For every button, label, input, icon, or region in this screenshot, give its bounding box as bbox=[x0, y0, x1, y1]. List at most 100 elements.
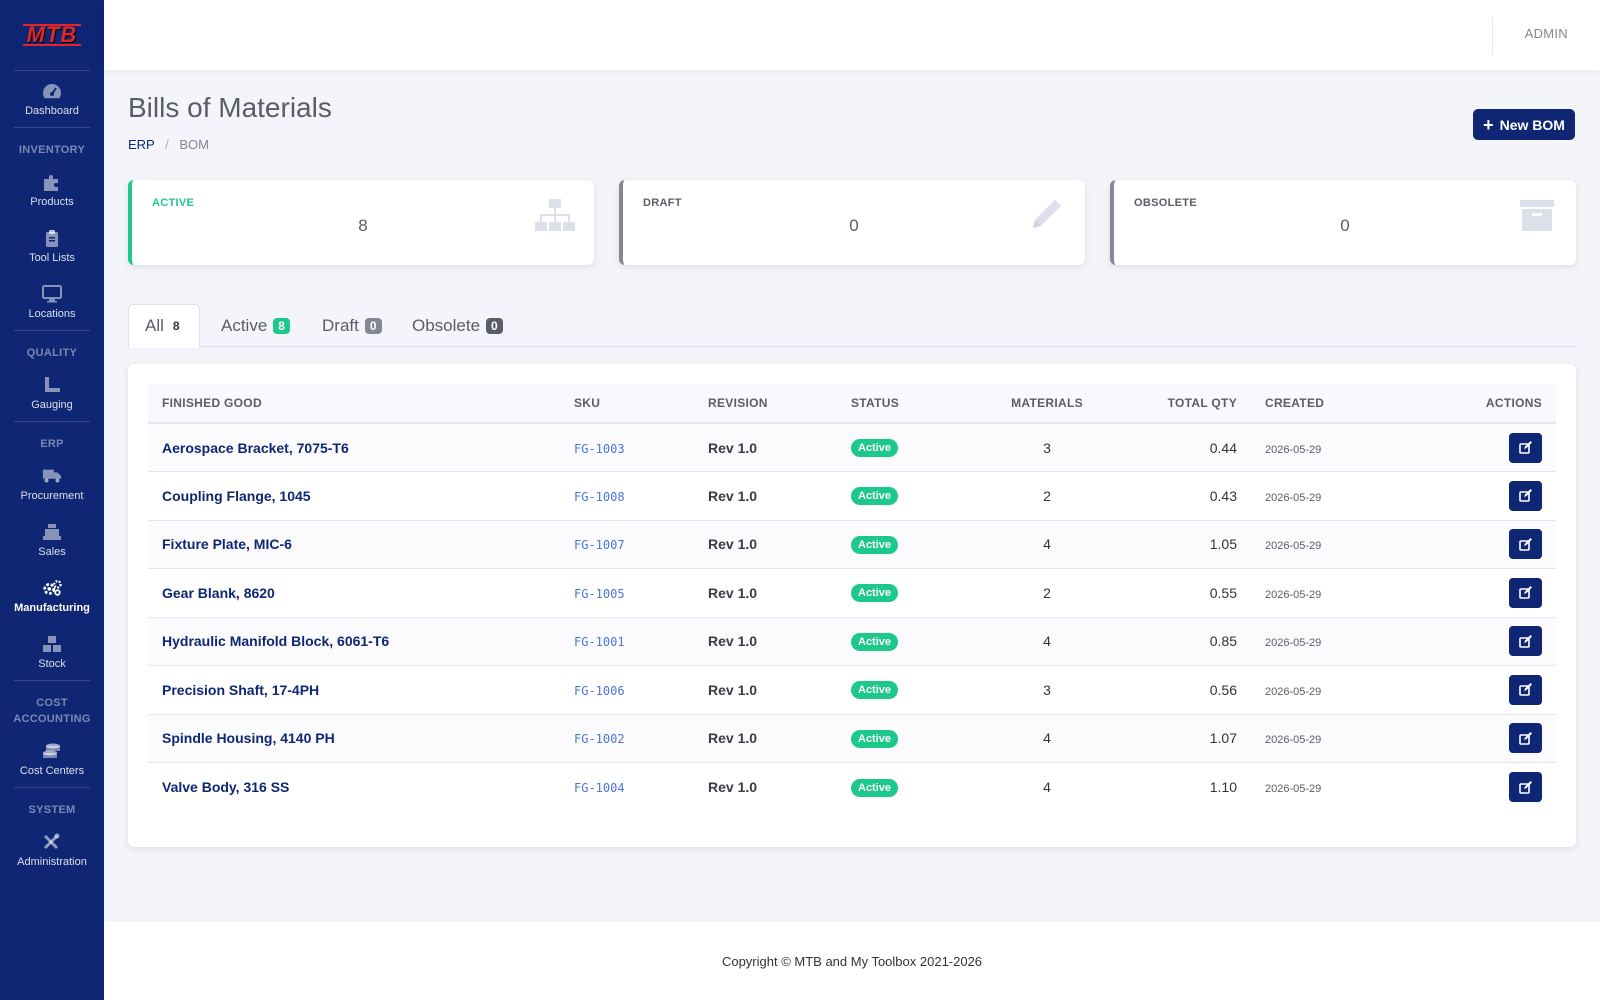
table-row: Coupling Flange, 1045 FG-1008 Rev 1.0 Activ… bbox=[148, 471, 1556, 521]
edit-button[interactable] bbox=[1509, 674, 1542, 705]
tab-all[interactable]: All 8 bbox=[128, 304, 200, 348]
revision-cell: Rev 1.0 bbox=[708, 779, 758, 795]
sku-cell: FG-1001 bbox=[574, 635, 625, 650]
sidebar-item-manufacturing[interactable]: Manufacturing bbox=[0, 568, 104, 624]
edit-button[interactable] bbox=[1509, 480, 1542, 511]
sku-cell: FG-1008 bbox=[574, 489, 625, 504]
edit-button[interactable] bbox=[1509, 529, 1542, 560]
finished-good-link[interactable]: Valve Body, 316 SS bbox=[162, 779, 290, 795]
cash-register-icon bbox=[42, 523, 62, 541]
sidebar-heading-erp: ERP bbox=[40, 438, 64, 450]
column-header-finished-good[interactable]: FINISHED GOOD bbox=[148, 384, 560, 424]
edit-button[interactable] bbox=[1509, 626, 1542, 657]
bom-table-card: FINISHED GOOD SKU REVISION STATUS MATERI… bbox=[128, 364, 1576, 847]
topbar-divider bbox=[1492, 17, 1493, 55]
sidebar-item-stock[interactable]: Stock bbox=[0, 624, 104, 680]
edit-icon bbox=[1518, 537, 1533, 551]
column-header-total-qty[interactable]: TOTAL QTY bbox=[1107, 384, 1251, 424]
logo[interactable]: MTB bbox=[0, 0, 104, 70]
status-badge: Active bbox=[851, 681, 899, 700]
tab-obsolete[interactable]: Obsolete 0 bbox=[396, 304, 519, 347]
sidebar-item-cost-centers[interactable]: Cost Centers bbox=[0, 731, 104, 787]
footer: Copyright © MTB and My Toolbox 2021-2026 bbox=[104, 922, 1600, 1000]
revision-cell: Rev 1.0 bbox=[708, 487, 758, 504]
column-header-created[interactable]: CREATED bbox=[1251, 384, 1411, 424]
sidebar-item-administration[interactable]: Administration bbox=[0, 822, 104, 878]
finished-good-link[interactable]: Precision Shaft, 17-4PH bbox=[162, 681, 320, 698]
column-header-materials[interactable]: MATERIALS bbox=[987, 384, 1107, 424]
sidebar-item-dashboard[interactable]: Dashboard bbox=[0, 71, 104, 127]
stat-value: 0 bbox=[1340, 216, 1350, 235]
edit-icon bbox=[1518, 489, 1533, 503]
materials-cell: 4 bbox=[1043, 779, 1051, 795]
edit-button[interactable] bbox=[1509, 772, 1542, 802]
plus-icon: + bbox=[1483, 114, 1494, 135]
new-bom-button[interactable]: + New BOM bbox=[1473, 109, 1575, 140]
sidebar-item-label: Tool Lists bbox=[29, 251, 75, 264]
sidebar-item-procurement[interactable]: Procurement bbox=[0, 456, 104, 512]
sidebar-heading-cost-accounting: COST ACCOUNTING bbox=[13, 697, 91, 725]
sku-cell: FG-1003 bbox=[574, 441, 625, 456]
ruler-icon bbox=[42, 376, 62, 394]
finished-good-link[interactable]: Coupling Flange, 1045 bbox=[162, 487, 311, 504]
pencil-icon bbox=[1025, 198, 1067, 234]
sidebar-item-label: Administration bbox=[17, 855, 87, 868]
finished-good-link[interactable]: Hydraulic Manifold Block, 6061-T6 bbox=[162, 633, 390, 650]
page-title: Bills of Materials bbox=[128, 92, 332, 123]
breadcrumb-current: BOM bbox=[179, 137, 209, 152]
created-cell: 2026-05-29 bbox=[1265, 783, 1322, 795]
status-badge: Active bbox=[851, 487, 899, 506]
created-cell: 2026-05-29 bbox=[1265, 685, 1322, 698]
stat-value: 8 bbox=[358, 216, 368, 235]
sidebar-item-tool-lists[interactable]: Tool Lists bbox=[0, 218, 104, 274]
table-row: Gear Blank, 8620 FG-1005 Rev 1.0 Active 2 0.5… bbox=[148, 568, 1556, 618]
sidebar-item-gauging[interactable]: Gauging bbox=[0, 365, 104, 421]
user-menu[interactable]: ADMIN bbox=[1524, 26, 1568, 41]
sidebar-divider bbox=[14, 421, 90, 422]
materials-cell: 4 bbox=[987, 617, 1107, 666]
column-header-status[interactable]: STATUS bbox=[837, 384, 987, 424]
archive-icon bbox=[1516, 198, 1558, 234]
column-header-sku[interactable]: SKU bbox=[560, 384, 694, 424]
edit-button[interactable] bbox=[1509, 723, 1542, 754]
table-row: Valve Body, 316 SS FG-1004 Rev 1.0 Active 4 1… bbox=[148, 763, 1556, 812]
sidebar-item-locations[interactable]: Locations bbox=[0, 274, 104, 330]
sku-cell: FG-1005 bbox=[574, 586, 625, 601]
finished-good-link[interactable]: Aerospace Bracket, 7075-T6 bbox=[162, 439, 349, 456]
breadcrumb-erp[interactable]: ERP bbox=[128, 137, 155, 152]
edit-button[interactable] bbox=[1509, 432, 1542, 463]
tab-label: Draft bbox=[322, 315, 359, 335]
topbar: ADMIN bbox=[104, 0, 1600, 70]
sku-cell: FG-1007 bbox=[574, 538, 625, 553]
edit-button[interactable] bbox=[1509, 577, 1542, 608]
finished-good-link[interactable]: Spindle Housing, 4140 PH bbox=[162, 730, 335, 747]
edit-icon bbox=[1518, 731, 1533, 745]
sidebar-item-label: Products bbox=[30, 195, 74, 208]
tab-draft[interactable]: Draft 0 bbox=[306, 304, 398, 347]
materials-cell: 4 bbox=[987, 520, 1107, 569]
sidebar-divider bbox=[14, 787, 90, 788]
sidebar-item-sales[interactable]: Sales bbox=[0, 512, 104, 568]
finished-good-link[interactable]: Fixture Plate, MIC-6 bbox=[162, 536, 292, 553]
tab-active[interactable]: Active 8 bbox=[205, 304, 306, 347]
created-cell: 2026-05-29 bbox=[1265, 491, 1322, 504]
materials-cell: 2 bbox=[987, 568, 1107, 618]
created-cell: 2026-05-29 bbox=[1265, 443, 1322, 456]
status-tabs: All 8 Active 8 Draft 0 Obsolete 0 bbox=[128, 304, 1576, 348]
desktop-icon bbox=[42, 284, 62, 303]
sku-cell: FG-1004 bbox=[574, 781, 625, 795]
column-header-revision[interactable]: REVISION bbox=[694, 384, 837, 424]
tab-count: 8 bbox=[172, 319, 180, 333]
sidebar-item-products[interactable]: Products bbox=[0, 162, 104, 218]
column-header-actions: ACTIONS bbox=[1411, 384, 1556, 424]
sidebar-item-label: Gauging bbox=[31, 398, 73, 411]
total-qty-cell: 1.07 bbox=[1107, 714, 1251, 763]
table-row: Precision Shaft, 17-4PH FG-1006 Rev 1.0 Act… bbox=[148, 665, 1556, 715]
revision-cell: Rev 1.0 bbox=[708, 730, 758, 747]
revision-cell: Rev 1.0 bbox=[708, 681, 758, 698]
finished-good-link[interactable]: Gear Blank, 8620 bbox=[162, 584, 275, 601]
puzzle-icon bbox=[42, 173, 62, 191]
edit-icon bbox=[1518, 586, 1533, 600]
tab-label: All bbox=[145, 316, 164, 335]
coins-icon bbox=[42, 742, 62, 760]
